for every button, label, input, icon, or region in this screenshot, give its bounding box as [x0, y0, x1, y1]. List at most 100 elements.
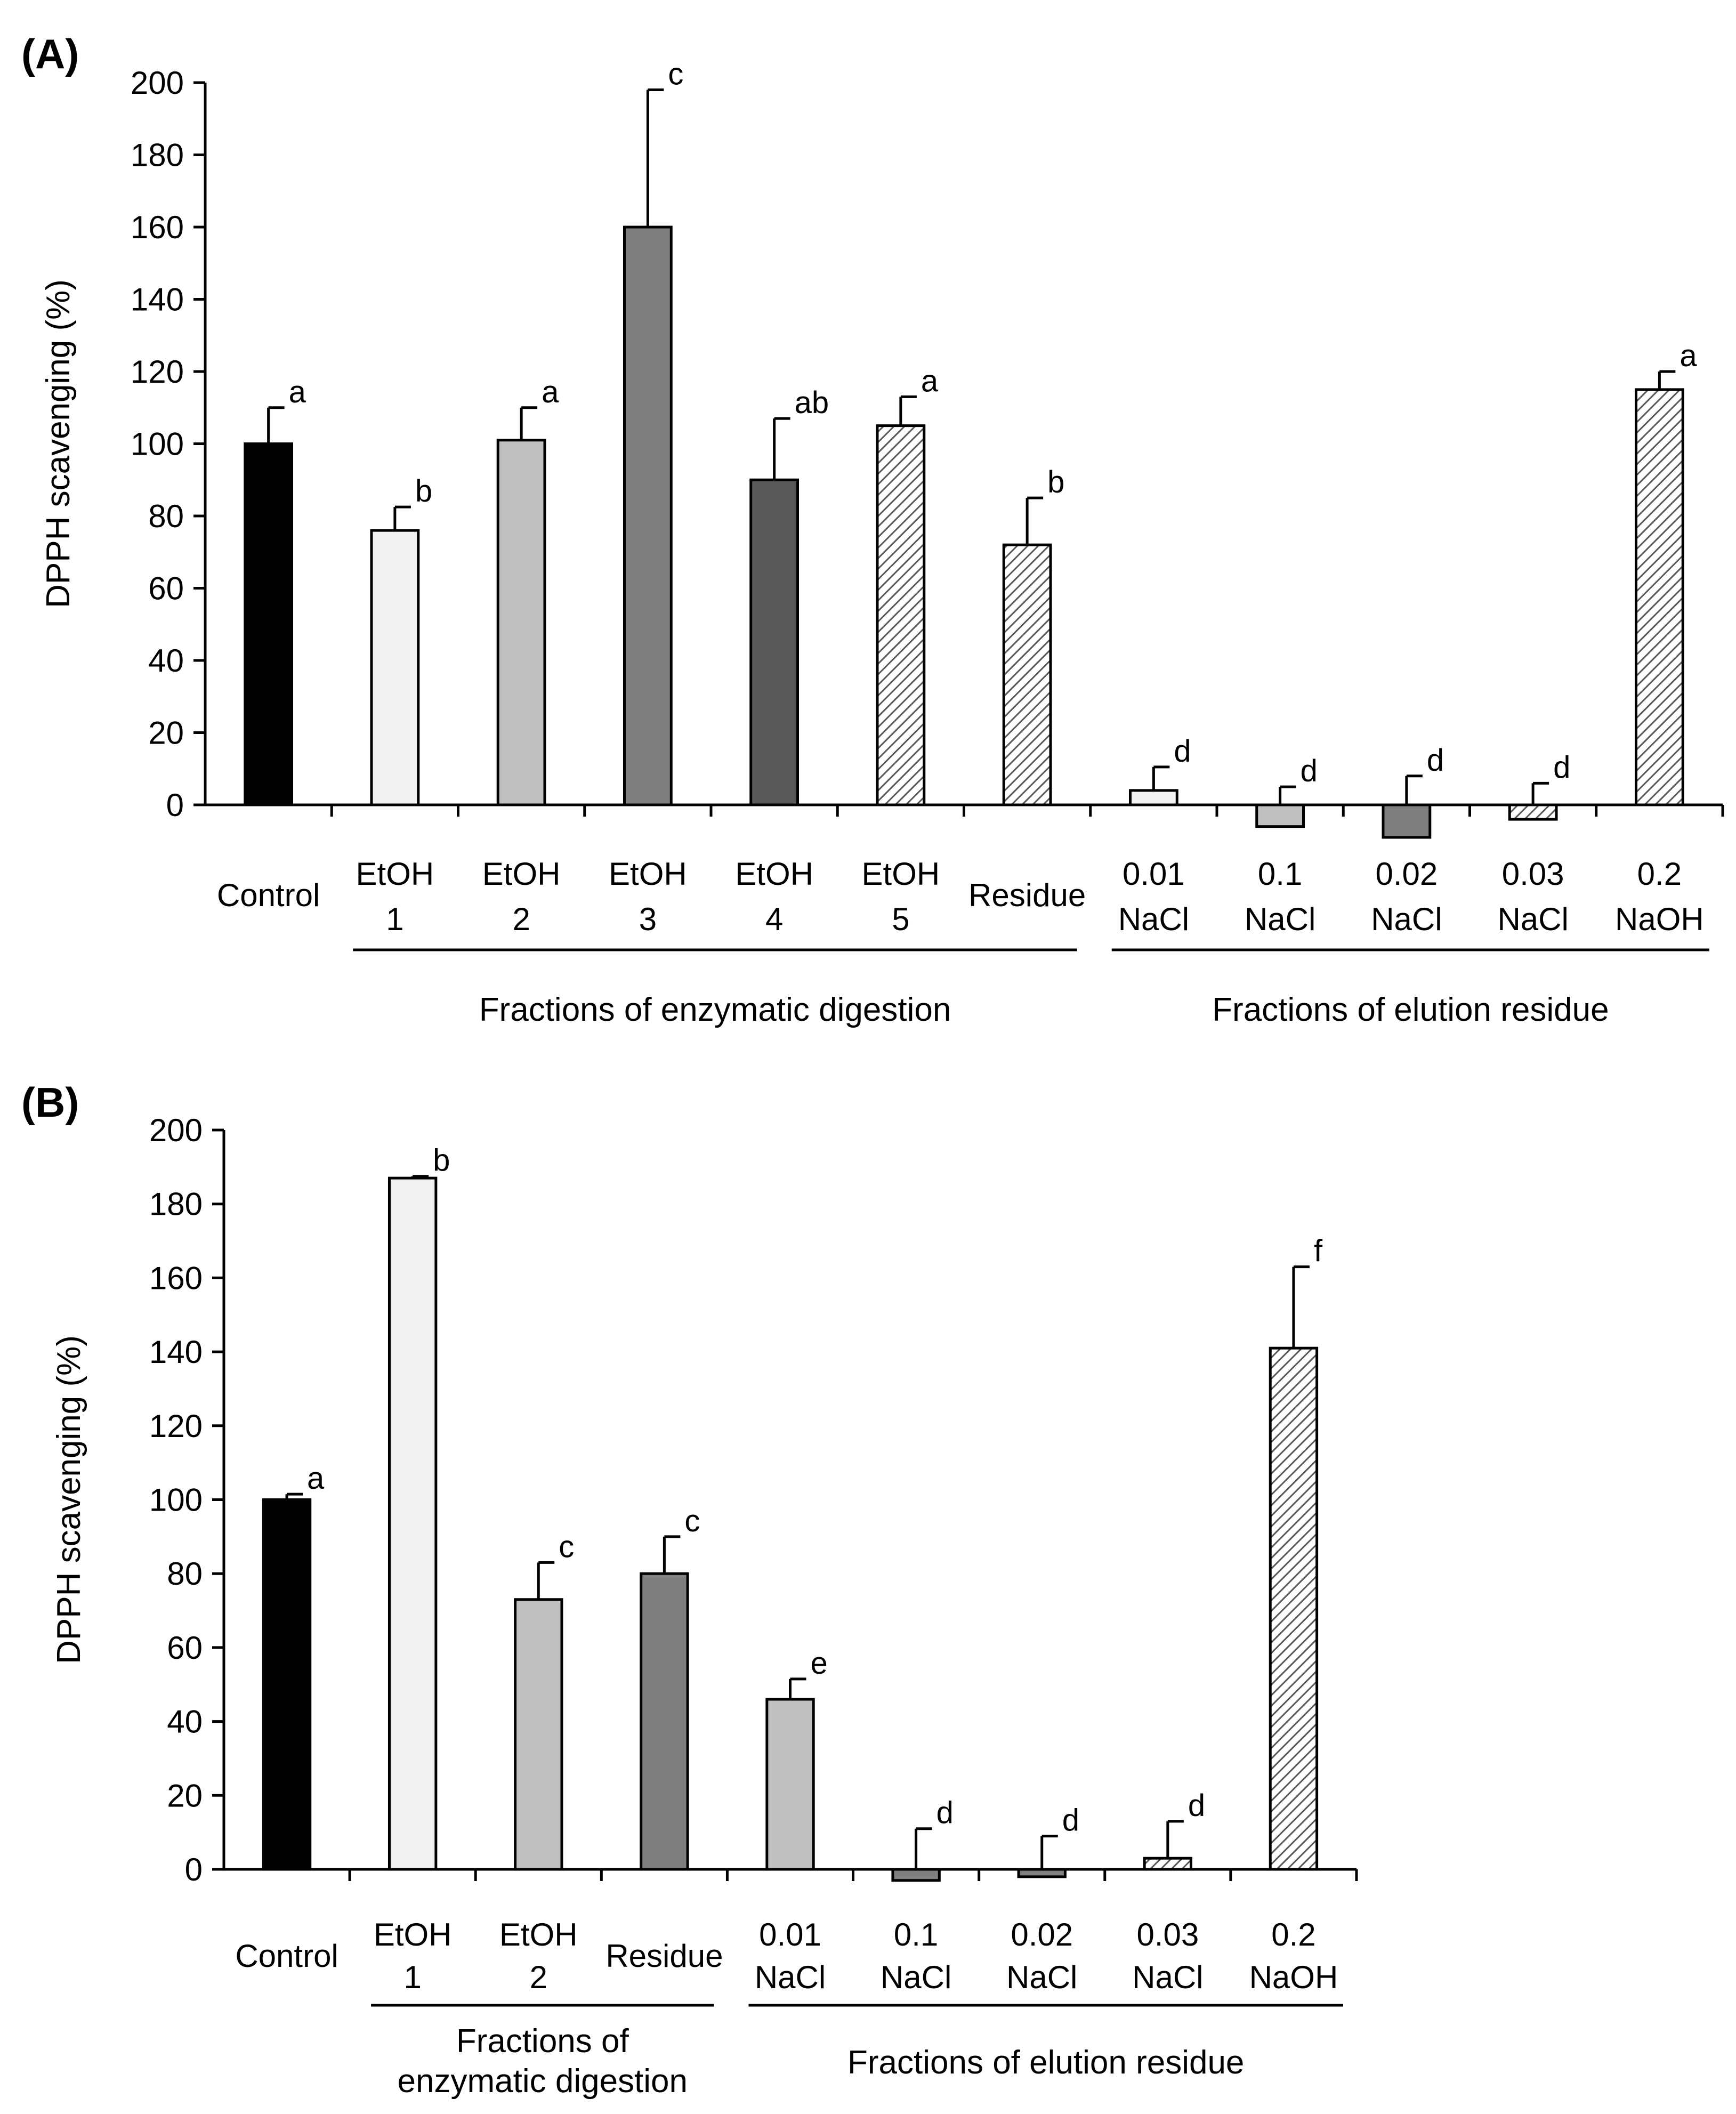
- x-tick-label: EtOH: [735, 856, 813, 892]
- y-tick-label: 80: [167, 1556, 203, 1592]
- x-tick-label: EtOH: [356, 856, 434, 892]
- x-tick-label: 0.02: [1011, 1917, 1073, 1952]
- panel-label: (B): [21, 1079, 79, 1126]
- x-tick-label: NaCl: [1118, 901, 1189, 937]
- x-tick-label: 2: [512, 901, 530, 937]
- bar: [640, 1572, 689, 1871]
- x-tick-label: 2: [530, 1959, 547, 1995]
- y-tick-label: 200: [149, 1112, 203, 1148]
- significance-label: d: [1553, 750, 1570, 785]
- y-tick-label: 160: [131, 209, 184, 245]
- significance-label: a: [1680, 338, 1697, 373]
- bar: [514, 1598, 563, 1871]
- y-tick-label: 160: [149, 1260, 203, 1296]
- significance-label: a: [289, 375, 306, 409]
- x-tick-label: 0.01: [759, 1917, 821, 1952]
- x-tick-label: 0.2: [1271, 1917, 1315, 1952]
- x-tick-label: 1: [403, 1959, 421, 1995]
- x-tick-label: 1: [386, 901, 403, 937]
- x-tick-label: 0.03: [1136, 1917, 1199, 1952]
- x-tick-label: Residue: [605, 1938, 723, 1974]
- x-tick-label: 0.2: [1637, 856, 1682, 892]
- x-tick-label: NaOH: [1615, 901, 1704, 937]
- x-tick-label: EtOH: [374, 1917, 452, 1952]
- group-label: enzymatic digestion: [398, 2063, 688, 2100]
- bar: [1002, 543, 1052, 806]
- y-tick-label: 60: [148, 571, 184, 607]
- y-tick-label: 20: [148, 715, 184, 751]
- x-tick-label: 0.02: [1375, 856, 1438, 892]
- y-axis-label: DPPH scavenging (%): [40, 279, 77, 608]
- significance-label: d: [936, 1796, 954, 1830]
- x-tick-label: NaCl: [1245, 901, 1315, 937]
- y-tick-label: 80: [148, 498, 184, 534]
- panel-label: (A): [21, 30, 79, 77]
- significance-label: d: [1301, 754, 1318, 788]
- bar: [1143, 1857, 1193, 1871]
- x-tick-label: 0.01: [1123, 856, 1185, 892]
- x-tick-label: EtOH: [609, 856, 687, 892]
- x-tick-label: 3: [639, 901, 657, 937]
- x-tick-label: Control: [217, 877, 320, 913]
- group-label: Fractions of elution residue: [1212, 991, 1609, 1028]
- significance-label: ab: [795, 385, 829, 420]
- x-tick-label: NaCl: [1497, 901, 1568, 937]
- y-axis-label: DPPH scavenging (%): [51, 1335, 87, 1664]
- significance-label: d: [1427, 743, 1444, 778]
- significance-label: d: [1062, 1803, 1079, 1838]
- x-tick-label: NaCl: [881, 1959, 951, 1995]
- y-tick-label: 0: [185, 1852, 203, 1887]
- y-tick-label: 60: [167, 1630, 203, 1666]
- x-tick-label: NaCl: [755, 1959, 826, 1995]
- y-tick-label: 180: [131, 138, 184, 173]
- group-label: Fractions of: [456, 2023, 629, 2060]
- significance-label: a: [307, 1461, 325, 1496]
- bar: [1508, 803, 1558, 821]
- significance-label: d: [1188, 1788, 1205, 1823]
- bar: [496, 439, 546, 806]
- x-tick-label: 0.03: [1502, 856, 1564, 892]
- bar: [749, 478, 800, 806]
- y-tick-label: 140: [131, 282, 184, 318]
- bar: [1634, 388, 1684, 806]
- x-tick-label: 0.1: [1258, 856, 1302, 892]
- bar: [1269, 1346, 1319, 1871]
- x-tick-label: EtOH: [482, 856, 561, 892]
- x-tick-label: 4: [765, 901, 783, 937]
- significance-label: e: [811, 1646, 828, 1681]
- y-tick-label: 140: [149, 1334, 203, 1370]
- x-tick-label: Residue: [968, 877, 1086, 913]
- significance-label: b: [1047, 465, 1064, 499]
- x-tick-label: EtOH: [862, 856, 940, 892]
- significance-label: b: [415, 474, 432, 509]
- y-tick-label: 40: [167, 1704, 203, 1740]
- bar: [623, 225, 673, 806]
- bar: [876, 424, 926, 806]
- y-tick-label: 100: [131, 426, 184, 462]
- significance-label: f: [1314, 1234, 1323, 1269]
- x-tick-label: NaCl: [1371, 901, 1442, 937]
- bar: [891, 1868, 941, 1882]
- x-tick-label: Control: [235, 1938, 338, 1974]
- x-tick-label: NaCl: [1006, 1959, 1077, 1995]
- bar: [1017, 1868, 1067, 1878]
- panel-b-chart: (B) 0 20 40 60 80 100 120 140 160 180 200 DPPH scave…: [21, 1079, 1358, 2100]
- y-tick-label: 180: [149, 1187, 203, 1222]
- significance-label: d: [1174, 734, 1191, 769]
- group-label: Fractions of elution residue: [847, 2044, 1244, 2081]
- significance-label: c: [559, 1529, 574, 1564]
- bar: [765, 1698, 815, 1871]
- significance-label: c: [684, 1504, 700, 1538]
- significance-label: a: [921, 364, 939, 398]
- panel-a-chart: (A) 0 20 40 60 80 100 120 140 160 180 200 DPPH scave…: [21, 30, 1724, 1028]
- y-tick-label: 200: [131, 65, 184, 101]
- y-tick-label: 120: [149, 1408, 203, 1444]
- x-tick-label: NaCl: [1132, 1959, 1203, 1995]
- y-tick-label: 120: [131, 354, 184, 390]
- bar: [1255, 803, 1305, 828]
- x-tick-label: NaOH: [1249, 1959, 1338, 1995]
- bar: [244, 442, 294, 806]
- y-tick-label: 0: [166, 787, 184, 823]
- x-tick-label: EtOH: [499, 1917, 578, 1952]
